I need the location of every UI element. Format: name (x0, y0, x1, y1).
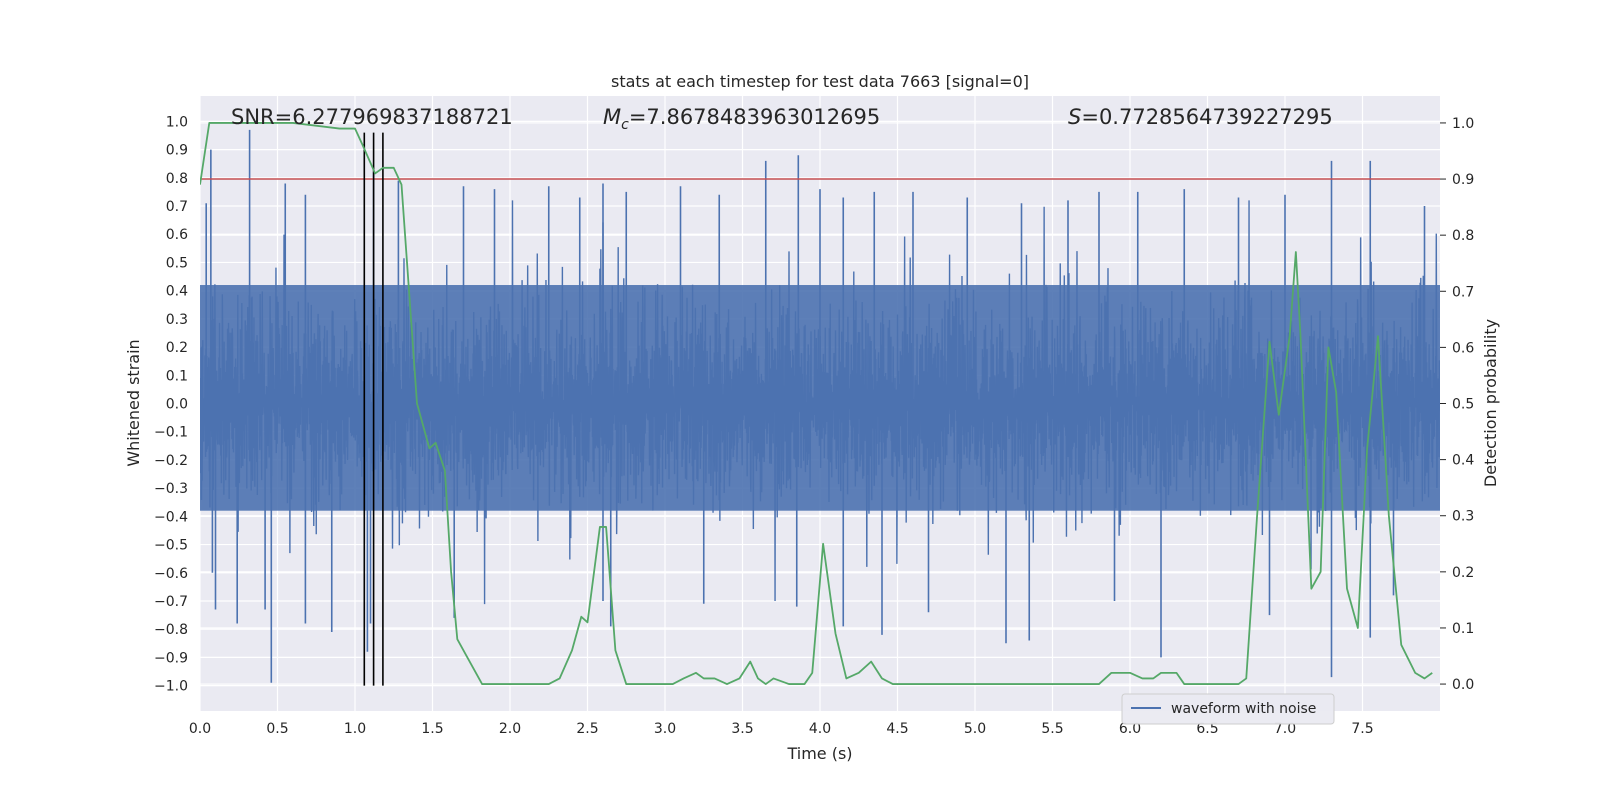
x-tick-label: 0.5 (266, 721, 288, 737)
x-tick-label: 2.5 (576, 721, 598, 737)
x-tick-label: 7.0 (1274, 721, 1296, 737)
y-tick-label: −0.3 (154, 481, 188, 497)
s-symbol: S (1068, 105, 1081, 129)
probability-line (200, 122, 1433, 685)
y2-tick-label: 0.7 (1452, 284, 1474, 300)
y2-tick-label: 0.3 (1452, 509, 1474, 525)
x-tick-label: 1.0 (344, 721, 366, 737)
y2-tick-label: 0.6 (1452, 340, 1474, 356)
y-tick-label: 1.0 (166, 114, 188, 130)
y-tick-label: −0.1 (154, 425, 188, 441)
y-tick-label: 0.5 (166, 255, 188, 271)
y-tick-label: 0.1 (166, 368, 188, 384)
y-tick-label: −0.9 (154, 650, 188, 666)
legend-box (1121, 693, 1335, 725)
snr-annotation: SNR=6.277969837188721 (231, 105, 513, 129)
chart-title: stats at each timestep for test data 766… (611, 72, 1029, 91)
y-tick-label: 0.6 (166, 227, 188, 243)
x-tick-label: 4.5 (886, 721, 908, 737)
y-tick-label: 0.3 (166, 312, 188, 328)
x-tick-label: 1.5 (421, 721, 443, 737)
y2-tick-label: 0.2 (1452, 565, 1474, 581)
y-tick-label: −0.4 (154, 509, 188, 525)
x-tick-label: 7.5 (1351, 721, 1373, 737)
y-axis-label: Whitened strain (124, 339, 143, 466)
x-tick-label: 3.0 (654, 721, 676, 737)
y2-tick-label: 0.0 (1452, 677, 1474, 693)
x-tick-label: 6.5 (1196, 721, 1218, 737)
y-tick-label: −1.0 (154, 679, 188, 695)
mc-annotation: Mc=7.8678483963012695 (603, 105, 880, 133)
y-tick-label: −0.2 (154, 453, 188, 469)
y-tick-label: 0.7 (166, 199, 188, 215)
mc-symbol: M (603, 105, 621, 129)
x-axis-label: Time (s) (786, 744, 852, 763)
y2-tick-label: 0.8 (1452, 228, 1474, 244)
x-tick-label: 3.5 (731, 721, 753, 737)
x-tick-label: 5.5 (1041, 721, 1063, 737)
y-tick-label: 0.2 (166, 340, 188, 356)
y2-tick-label: 0.9 (1452, 172, 1474, 188)
s-value: =0.7728564739227295 (1081, 105, 1332, 129)
y-tick-label: −0.7 (154, 594, 188, 610)
y-tick-label: 0.8 (166, 171, 188, 187)
y-tick-label: −0.6 (154, 566, 188, 582)
y2-tick-label: 0.5 (1452, 397, 1474, 413)
y2-tick-label: 0.1 (1452, 621, 1474, 637)
x-tick-label: 5.0 (964, 721, 986, 737)
y-tick-label: −0.5 (154, 538, 188, 554)
x-tick-label: 0.0 (189, 721, 211, 737)
mc-subscript: c (621, 117, 629, 133)
legend: waveform with noise (1121, 693, 1335, 725)
y-tick-label: −0.8 (154, 622, 188, 638)
y2-tick-label: 1.0 (1452, 116, 1474, 132)
s-annotation: S=0.7728564739227295 (1068, 105, 1333, 129)
legend-label: waveform with noise (1171, 701, 1316, 717)
y2-tick-label: 0.4 (1452, 453, 1474, 469)
y-tick-label: 0.9 (166, 143, 188, 159)
x-tick-label: 2.0 (499, 721, 521, 737)
mc-value: =7.8678483963012695 (629, 105, 880, 129)
y-tick-label: 0.0 (166, 397, 188, 413)
x-tick-label: 6.0 (1119, 721, 1141, 737)
x-tick-label: 4.0 (809, 721, 831, 737)
y2-axis-label: Detection probability (1481, 319, 1500, 487)
y-tick-label: 0.4 (166, 284, 188, 300)
